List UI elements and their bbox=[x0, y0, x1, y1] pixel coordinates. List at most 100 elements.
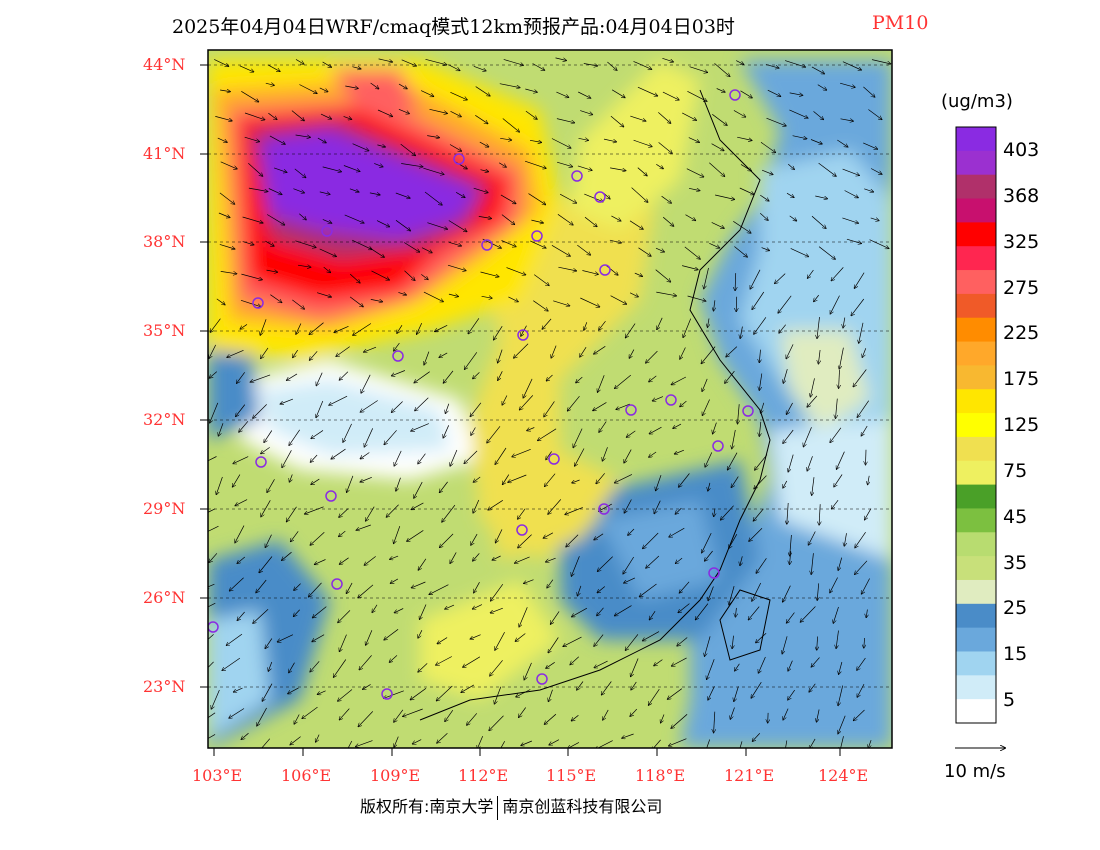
colorbar-swatch bbox=[956, 198, 996, 223]
wind-arrow bbox=[418, 663, 428, 672]
wind-arrow bbox=[553, 300, 569, 306]
wind-arrow bbox=[622, 733, 634, 738]
wind-arrow bbox=[477, 735, 484, 748]
lon-label: 106°E bbox=[281, 766, 332, 785]
wind-arrow bbox=[817, 316, 820, 338]
wind-arrow bbox=[778, 295, 792, 313]
wind-arrow bbox=[253, 404, 267, 418]
wind-arrow bbox=[655, 247, 664, 252]
wind-arrow bbox=[597, 607, 604, 616]
wind-arrow bbox=[549, 739, 560, 745]
wind-arrow bbox=[787, 163, 794, 169]
wind-arrow bbox=[347, 475, 354, 492]
wind-arrow bbox=[811, 215, 826, 228]
colorbar-swatch bbox=[956, 675, 996, 700]
wind-arrow bbox=[715, 194, 734, 199]
wind-arrow bbox=[702, 399, 710, 416]
wind-arrow bbox=[649, 451, 657, 457]
wind-arrow bbox=[352, 67, 360, 69]
wind-arrow bbox=[714, 508, 715, 516]
wind-arrow bbox=[831, 267, 844, 280]
wind-arrow bbox=[363, 684, 371, 689]
wind-arrow bbox=[488, 500, 503, 510]
lon-label: 103°E bbox=[192, 766, 243, 785]
wind-arrow bbox=[789, 109, 807, 118]
wind-arrow bbox=[287, 506, 297, 522]
wind-arrow bbox=[837, 139, 847, 147]
wind-arrow bbox=[404, 242, 419, 253]
wind-arrow bbox=[449, 144, 461, 152]
wind-arrow bbox=[241, 91, 258, 102]
wind-arrow bbox=[282, 450, 292, 467]
wind-arrow bbox=[495, 447, 507, 464]
wind-arrow bbox=[687, 295, 706, 301]
wind-arrow bbox=[603, 709, 609, 720]
wind-arrow bbox=[785, 740, 788, 748]
wind-arrow bbox=[236, 404, 246, 417]
wind-arrow bbox=[414, 371, 430, 383]
wind-arrow bbox=[410, 688, 427, 699]
wind-arrow bbox=[570, 656, 580, 665]
legend-label: 175 bbox=[1003, 368, 1040, 391]
wind-arrow bbox=[353, 323, 372, 336]
wind-arrow bbox=[421, 274, 428, 279]
wind-arrow bbox=[322, 219, 332, 223]
wind-arrow bbox=[548, 499, 562, 514]
wind-arrow bbox=[709, 162, 724, 177]
wind-arrow bbox=[360, 476, 372, 482]
wind-arrow bbox=[291, 110, 304, 121]
wind-arrow bbox=[615, 474, 633, 482]
wind-arrow bbox=[792, 135, 807, 139]
wind-arrow bbox=[256, 579, 267, 593]
wind-arrow bbox=[442, 504, 456, 522]
wind-arrow bbox=[356, 740, 373, 747]
wind-arrow bbox=[334, 659, 347, 678]
wind-arrow bbox=[568, 395, 580, 411]
wind-arrow bbox=[577, 244, 590, 255]
wind-arrow bbox=[729, 534, 738, 548]
wind-arrow bbox=[340, 557, 349, 564]
copyright-left: 版权所有:南京大学 bbox=[360, 797, 494, 816]
wind-arrow bbox=[338, 610, 351, 622]
wind-arrow bbox=[649, 689, 660, 705]
wind-arrow bbox=[855, 560, 868, 575]
wind-arrow bbox=[262, 683, 273, 701]
wind-arrow bbox=[465, 352, 478, 369]
wind-arrow bbox=[761, 247, 770, 251]
wind-arrow bbox=[738, 404, 740, 424]
wind-arrow bbox=[209, 344, 217, 358]
wind-arrow bbox=[299, 213, 306, 220]
wind-arrow bbox=[624, 577, 636, 583]
wind-arrow bbox=[696, 603, 709, 620]
wind-arrow bbox=[661, 195, 672, 203]
wind-arrow bbox=[334, 325, 349, 332]
wind-arrow bbox=[503, 474, 510, 485]
legend-label: 325 bbox=[1003, 230, 1040, 253]
lon-label: 121°E bbox=[724, 766, 775, 785]
wind-arrow bbox=[625, 634, 639, 650]
wind-arrow bbox=[733, 110, 746, 117]
wind-arrow bbox=[261, 500, 271, 516]
wind-arrow bbox=[220, 90, 230, 92]
wind-arrow bbox=[754, 317, 767, 334]
wind-arrow bbox=[525, 110, 537, 119]
wind-arrow bbox=[740, 326, 742, 339]
wind-arrow bbox=[607, 61, 616, 70]
wind-arrow bbox=[294, 583, 301, 591]
wind-arrow bbox=[576, 376, 583, 383]
wind-arrow bbox=[615, 605, 632, 616]
station-marker bbox=[381, 688, 393, 700]
wind-arrow bbox=[265, 83, 274, 85]
wind-arrow bbox=[759, 421, 761, 436]
wind-arrow bbox=[316, 372, 323, 386]
wind-arrow bbox=[319, 248, 337, 257]
wind-arrow bbox=[219, 244, 235, 249]
wind-arrow bbox=[479, 141, 489, 147]
wind-arrow bbox=[728, 452, 738, 470]
wind-arrow bbox=[603, 138, 616, 142]
colorbar-swatch bbox=[956, 246, 996, 271]
wind-arrow bbox=[389, 655, 398, 662]
wind-arrow bbox=[736, 60, 743, 65]
wind-arrow bbox=[800, 606, 816, 623]
wind-arrow bbox=[378, 58, 393, 62]
